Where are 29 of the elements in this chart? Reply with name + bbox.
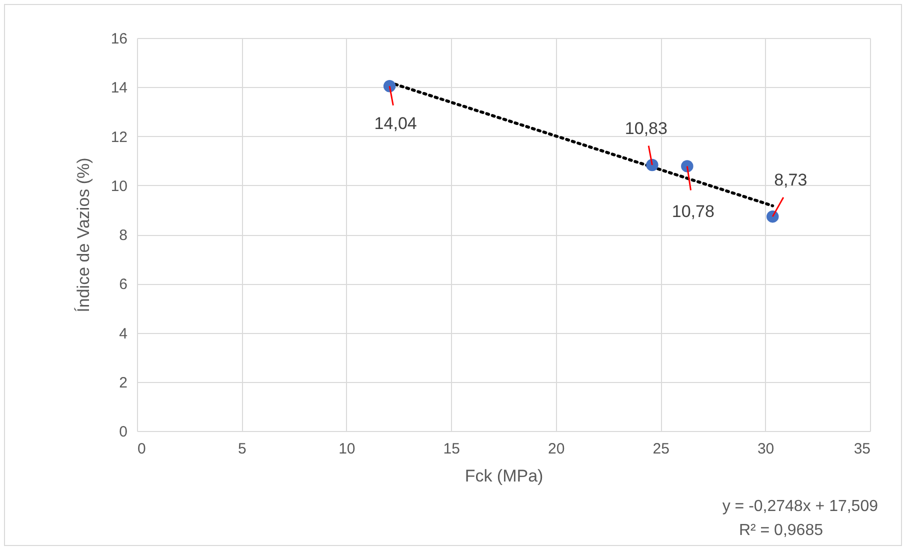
y-tick-label: 10 <box>110 178 128 195</box>
x-axis-title: Fck (MPa) <box>464 466 544 486</box>
data-label: 14,04 <box>374 114 417 134</box>
point <box>383 80 396 92</box>
x-tick-label: 25 <box>652 440 670 458</box>
y-axis-title: Índice de Vazios (%) <box>74 158 93 312</box>
x-tick-label: 5 <box>238 440 246 458</box>
x-tick-label: 0 <box>138 440 146 458</box>
y-tick-label: 14 <box>110 80 128 97</box>
y-tick-label: 4 <box>119 325 128 342</box>
y-tick-label: 8 <box>119 227 128 244</box>
data-label: 10,78 <box>672 202 714 222</box>
point <box>681 160 694 172</box>
y-tick-label: 6 <box>119 276 128 294</box>
y-tick-label: 12 <box>110 128 128 146</box>
point <box>766 210 779 223</box>
data-label: 10,83 <box>624 118 668 138</box>
data-label: 8,73 <box>774 170 808 190</box>
text: y = -0,2748x + 17,509 <box>722 498 878 515</box>
x-tick-label: 15 <box>443 440 460 458</box>
x-tick-label: 10 <box>338 440 356 458</box>
x-tick-label: 20 <box>548 440 565 458</box>
x-tick-label: 30 <box>757 440 774 458</box>
point <box>646 158 658 172</box>
y-tick-label: 16 <box>110 30 128 48</box>
y-tick-label: 2 <box>119 374 128 392</box>
text: R² = 0,9685 <box>738 522 824 539</box>
x-tick-label: 35 <box>854 440 870 458</box>
y-tick-label: 0 <box>119 424 128 440</box>
